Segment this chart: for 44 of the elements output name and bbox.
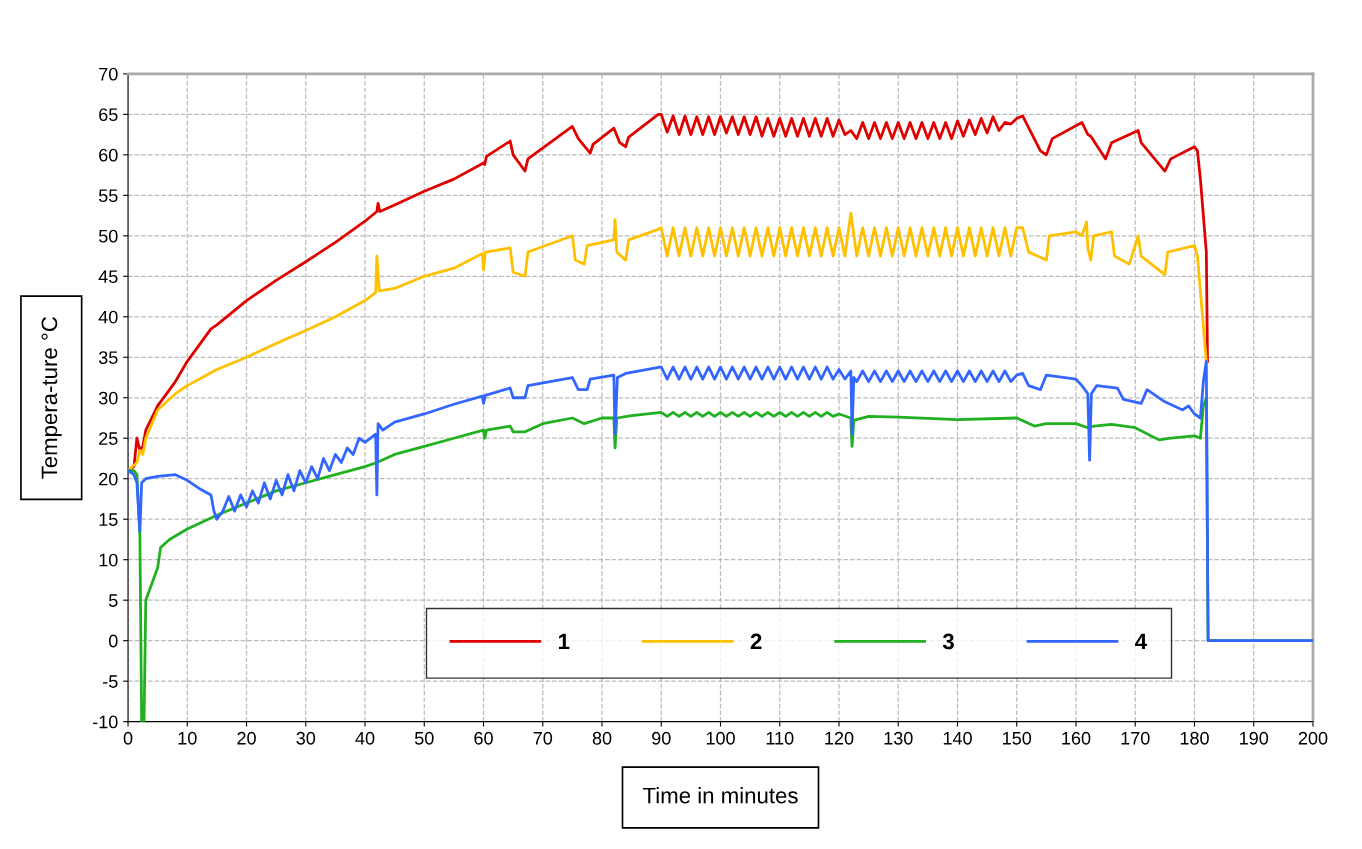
x-tick-label: 130 <box>884 731 913 745</box>
legend-label: 2 <box>750 633 762 650</box>
x-tick-label: 150 <box>1003 731 1032 745</box>
y-tick-label: 70 <box>99 67 118 81</box>
legend-label: 4 <box>1135 633 1147 650</box>
x-tick-label: 80 <box>592 731 612 745</box>
y-tick-label: 25 <box>99 432 118 445</box>
y-tick-label: -5 <box>103 675 118 688</box>
y-tick-label: 35 <box>98 351 118 364</box>
y-axis-title: Tempera-ture °C <box>41 316 62 479</box>
x-tick-label: 20 <box>237 731 256 745</box>
x-tick-label: 180 <box>1180 731 1209 745</box>
x-axis-title: Time in minutes <box>643 787 798 804</box>
legend-label: 1 <box>559 633 570 650</box>
y-tick-label: 55 <box>98 189 118 203</box>
x-tick-label: 90 <box>652 731 671 745</box>
y-tick-label: 40 <box>98 310 118 324</box>
x-tick-label: 50 <box>414 731 434 745</box>
x-tick-label: 110 <box>766 731 794 745</box>
x-tick-label: 120 <box>825 731 854 745</box>
y-tick-label: 5 <box>108 594 118 607</box>
x-tick-label: 170 <box>1121 731 1150 745</box>
y-tick-label: 10 <box>99 553 118 567</box>
y-tick-label: 50 <box>98 229 118 243</box>
x-tick-label: 30 <box>296 731 316 745</box>
y-tick-label: 20 <box>99 472 118 486</box>
y-tick-label: 45 <box>98 270 118 284</box>
x-tick-label: 190 <box>1240 731 1269 745</box>
x-tick-label: 100 <box>706 731 735 745</box>
x-tick-label: 0 <box>123 731 133 745</box>
x-tick-label: 160 <box>1062 731 1091 745</box>
x-tick-label: 60 <box>474 731 493 745</box>
y-tick-label: 30 <box>98 391 118 405</box>
y-tick-label: 0 <box>108 634 118 648</box>
x-tick-label: 40 <box>355 731 375 745</box>
y-tick-label: 15 <box>99 513 118 526</box>
y-tick-label: -10 <box>93 715 118 729</box>
x-tick-label: 140 <box>943 731 972 745</box>
x-tick-label: 200 <box>1298 731 1328 745</box>
legend-label: 3 <box>942 633 954 650</box>
y-tick-label: 65 <box>99 108 118 122</box>
x-tick-label: 10 <box>178 731 197 745</box>
x-tick-label: 70 <box>533 731 553 745</box>
y-tick-label: 60 <box>99 148 118 162</box>
